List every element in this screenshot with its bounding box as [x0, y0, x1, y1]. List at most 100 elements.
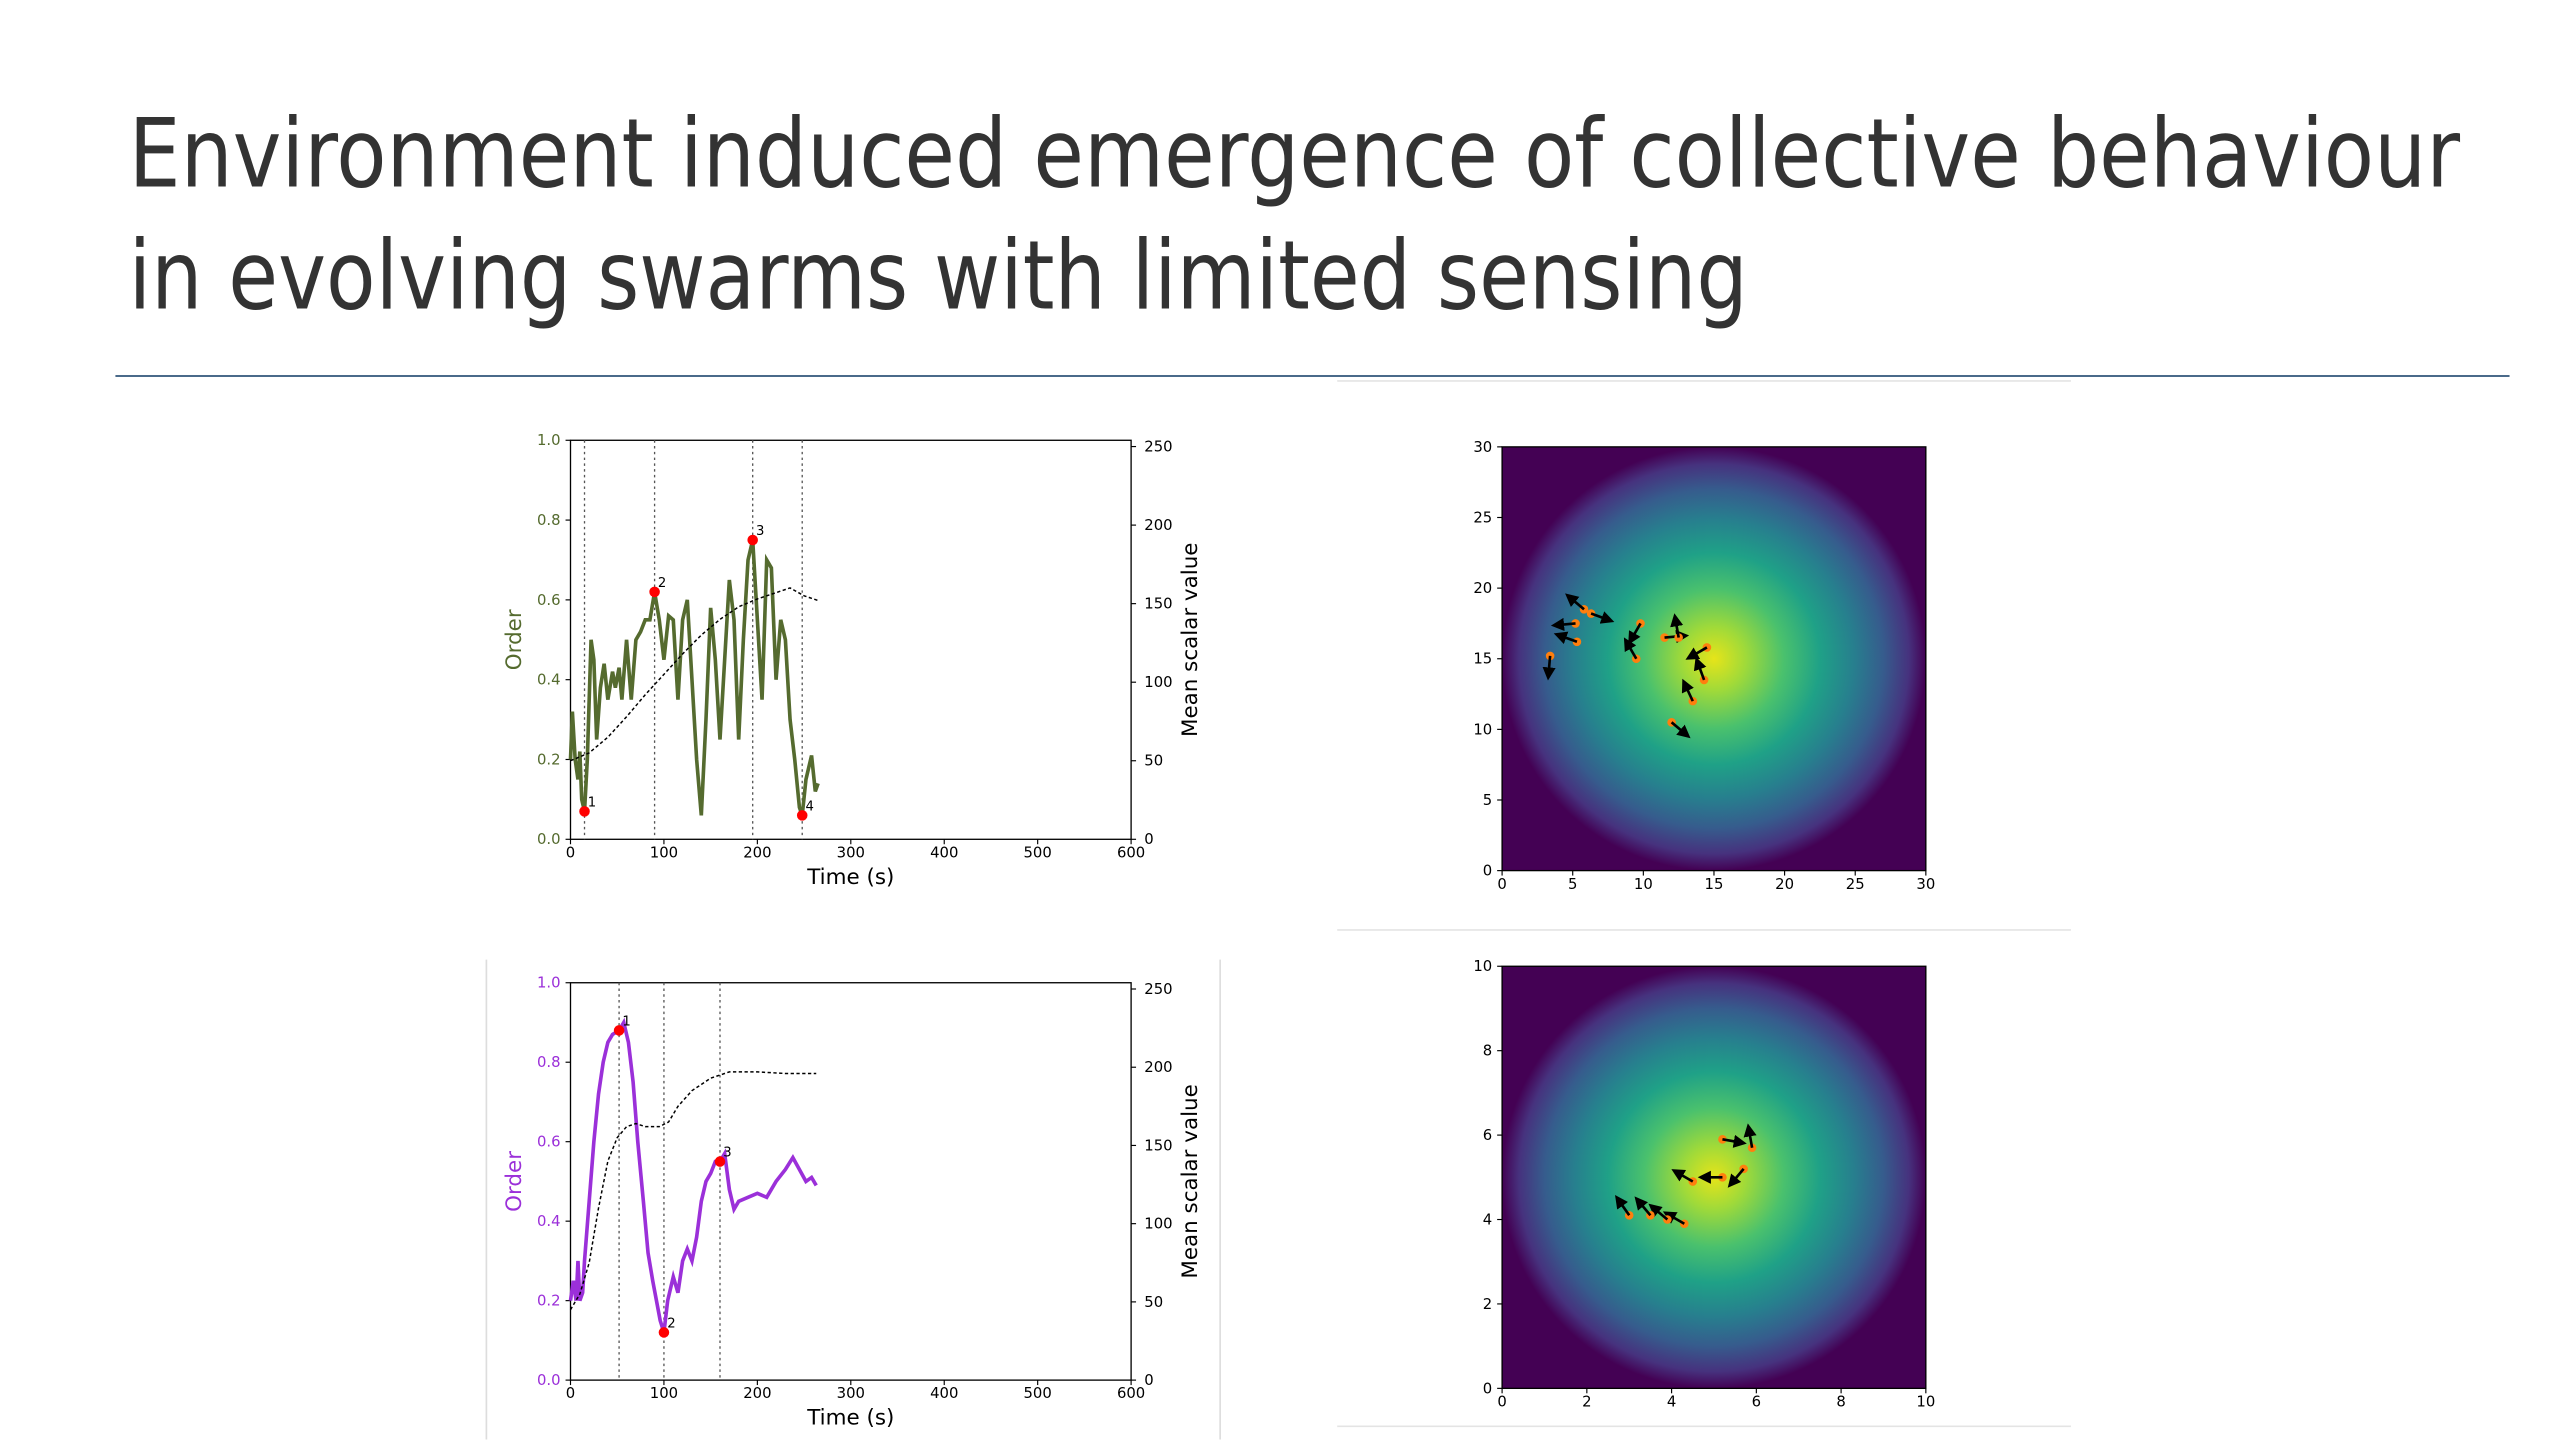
event-marker — [613, 1025, 625, 1036]
heading-arrow — [1670, 721, 1691, 739]
y-tick-label: 1.0 — [537, 975, 561, 992]
series-line — [568, 1017, 818, 1333]
plot-area — [569, 982, 1132, 1381]
event-marker — [796, 810, 808, 821]
heading-arrow — [1542, 655, 1556, 681]
y-tick-label: 0.8 — [537, 1054, 561, 1071]
heading-arrow — [1553, 631, 1578, 645]
y2-tick-label: 50 — [1144, 1294, 1163, 1311]
x-tick-label: 10 — [1916, 1393, 1935, 1410]
heading-arrow — [1590, 611, 1615, 624]
y-tick-label: 0.6 — [537, 592, 561, 609]
y-tick-label: 6 — [1483, 1127, 1492, 1144]
y-tick-label: 0 — [1483, 1380, 1492, 1397]
y-tick-label: 4 — [1483, 1211, 1492, 1228]
y-tick-label: 10 — [1473, 721, 1492, 738]
heading-arrow — [1671, 1169, 1694, 1183]
y-tick-label: 2 — [1483, 1296, 1492, 1313]
x-tick-label: 0 — [1497, 1393, 1506, 1410]
heading-arrow — [1565, 593, 1585, 611]
y-tick-label: 0 — [1483, 863, 1492, 880]
heading-arrow — [1670, 613, 1684, 638]
event-label: 4 — [806, 799, 814, 814]
heading-arrow — [1693, 656, 1707, 681]
x-tick-label: 25 — [1846, 876, 1865, 893]
y2-tick-label: 150 — [1144, 596, 1172, 613]
series-line — [569, 1071, 817, 1311]
x-tick-label: 6 — [1752, 1393, 1761, 1410]
event-label: 2 — [658, 576, 666, 591]
y-tick-label: 10 — [1473, 958, 1492, 975]
y-tick-label: 0.0 — [537, 1372, 561, 1389]
y2-tick-label: 0 — [1144, 1372, 1153, 1389]
y2-axis-label: Mean scalar value — [1178, 1084, 1203, 1278]
heading-arrow — [1681, 678, 1694, 702]
y-tick-label: 5 — [1483, 792, 1492, 809]
x-tick-label: 0 — [566, 1385, 575, 1402]
x-tick-label: 5 — [1568, 876, 1577, 893]
x-tick-label: 400 — [930, 844, 958, 861]
heading-arrow — [1628, 622, 1642, 645]
event-label: 1 — [588, 795, 596, 810]
x-axis-label: Time (s) — [806, 865, 894, 890]
heading-arrow — [1550, 617, 1576, 632]
x-tick-label: 100 — [650, 844, 678, 861]
y2-tick-label: 100 — [1144, 674, 1172, 691]
series-line — [568, 539, 820, 816]
y-tick-label: 0.6 — [537, 1134, 561, 1151]
x-tick-label: 600 — [1117, 1385, 1145, 1402]
y-tick-label: 0.0 — [537, 831, 561, 848]
y-tick-label: 30 — [1473, 439, 1492, 456]
x-axis-label: Time (s) — [806, 1406, 894, 1431]
field — [1501, 446, 1927, 872]
y-tick-label: 0.8 — [537, 512, 561, 529]
y2-tick-label: 250 — [1144, 439, 1172, 456]
y-tick-label: 20 — [1473, 580, 1492, 597]
x-tick-label: 400 — [930, 1385, 958, 1402]
y-tick-label: 0.4 — [537, 672, 561, 689]
agent — [1545, 651, 1555, 661]
agent — [1747, 1143, 1757, 1153]
y-tick-label: 0.2 — [537, 1293, 561, 1310]
heading-arrow — [1634, 1196, 1652, 1217]
y-axis-label: Order — [502, 609, 527, 670]
y-tick-label: 15 — [1473, 651, 1492, 668]
y-tick-label: 25 — [1473, 509, 1492, 526]
x-tick-label: 300 — [837, 844, 865, 861]
series-line — [570, 587, 819, 762]
x-tick-label: 0 — [566, 844, 575, 861]
event-marker — [747, 534, 758, 546]
heading-arrow — [1662, 1211, 1685, 1225]
x-tick-label: 500 — [1024, 844, 1052, 861]
heading-arrow — [1648, 1203, 1669, 1221]
x-tick-label: 600 — [1117, 844, 1145, 861]
x-tick-label: 200 — [743, 844, 771, 861]
y-tick-label: 0.4 — [537, 1213, 561, 1230]
y-axis-label: Order — [502, 1151, 527, 1212]
plot-area — [569, 439, 1132, 840]
y-tick-label: 0.2 — [537, 751, 561, 768]
x-tick-label: 500 — [1024, 1385, 1052, 1402]
event-label: 1 — [622, 1014, 630, 1029]
event-label: 3 — [723, 1146, 731, 1161]
y2-tick-label: 200 — [1144, 1059, 1172, 1076]
heading-arrow — [1623, 637, 1638, 660]
x-tick-label: 200 — [743, 1385, 771, 1402]
title-line: Environment induced emergence of collect… — [129, 97, 2461, 209]
x-tick-label: 30 — [1916, 876, 1935, 893]
title-line: in evolving swarms with limited sensing — [129, 219, 1748, 331]
y-tick-label: 8 — [1483, 1043, 1492, 1060]
heading-arrow — [1727, 1168, 1745, 1188]
x-tick-label: 10 — [1634, 876, 1653, 893]
y2-tick-label: 200 — [1144, 517, 1172, 534]
heading-arrow — [1685, 646, 1708, 660]
y2-tick-label: 150 — [1144, 1137, 1172, 1154]
heading-arrow — [1615, 1195, 1631, 1217]
x-tick-label: 4 — [1667, 1393, 1676, 1410]
x-tick-label: 300 — [837, 1385, 865, 1402]
x-tick-label: 2 — [1582, 1393, 1591, 1410]
heading-arrow — [1743, 1123, 1757, 1148]
y2-axis-label: Mean scalar value — [1178, 543, 1203, 737]
